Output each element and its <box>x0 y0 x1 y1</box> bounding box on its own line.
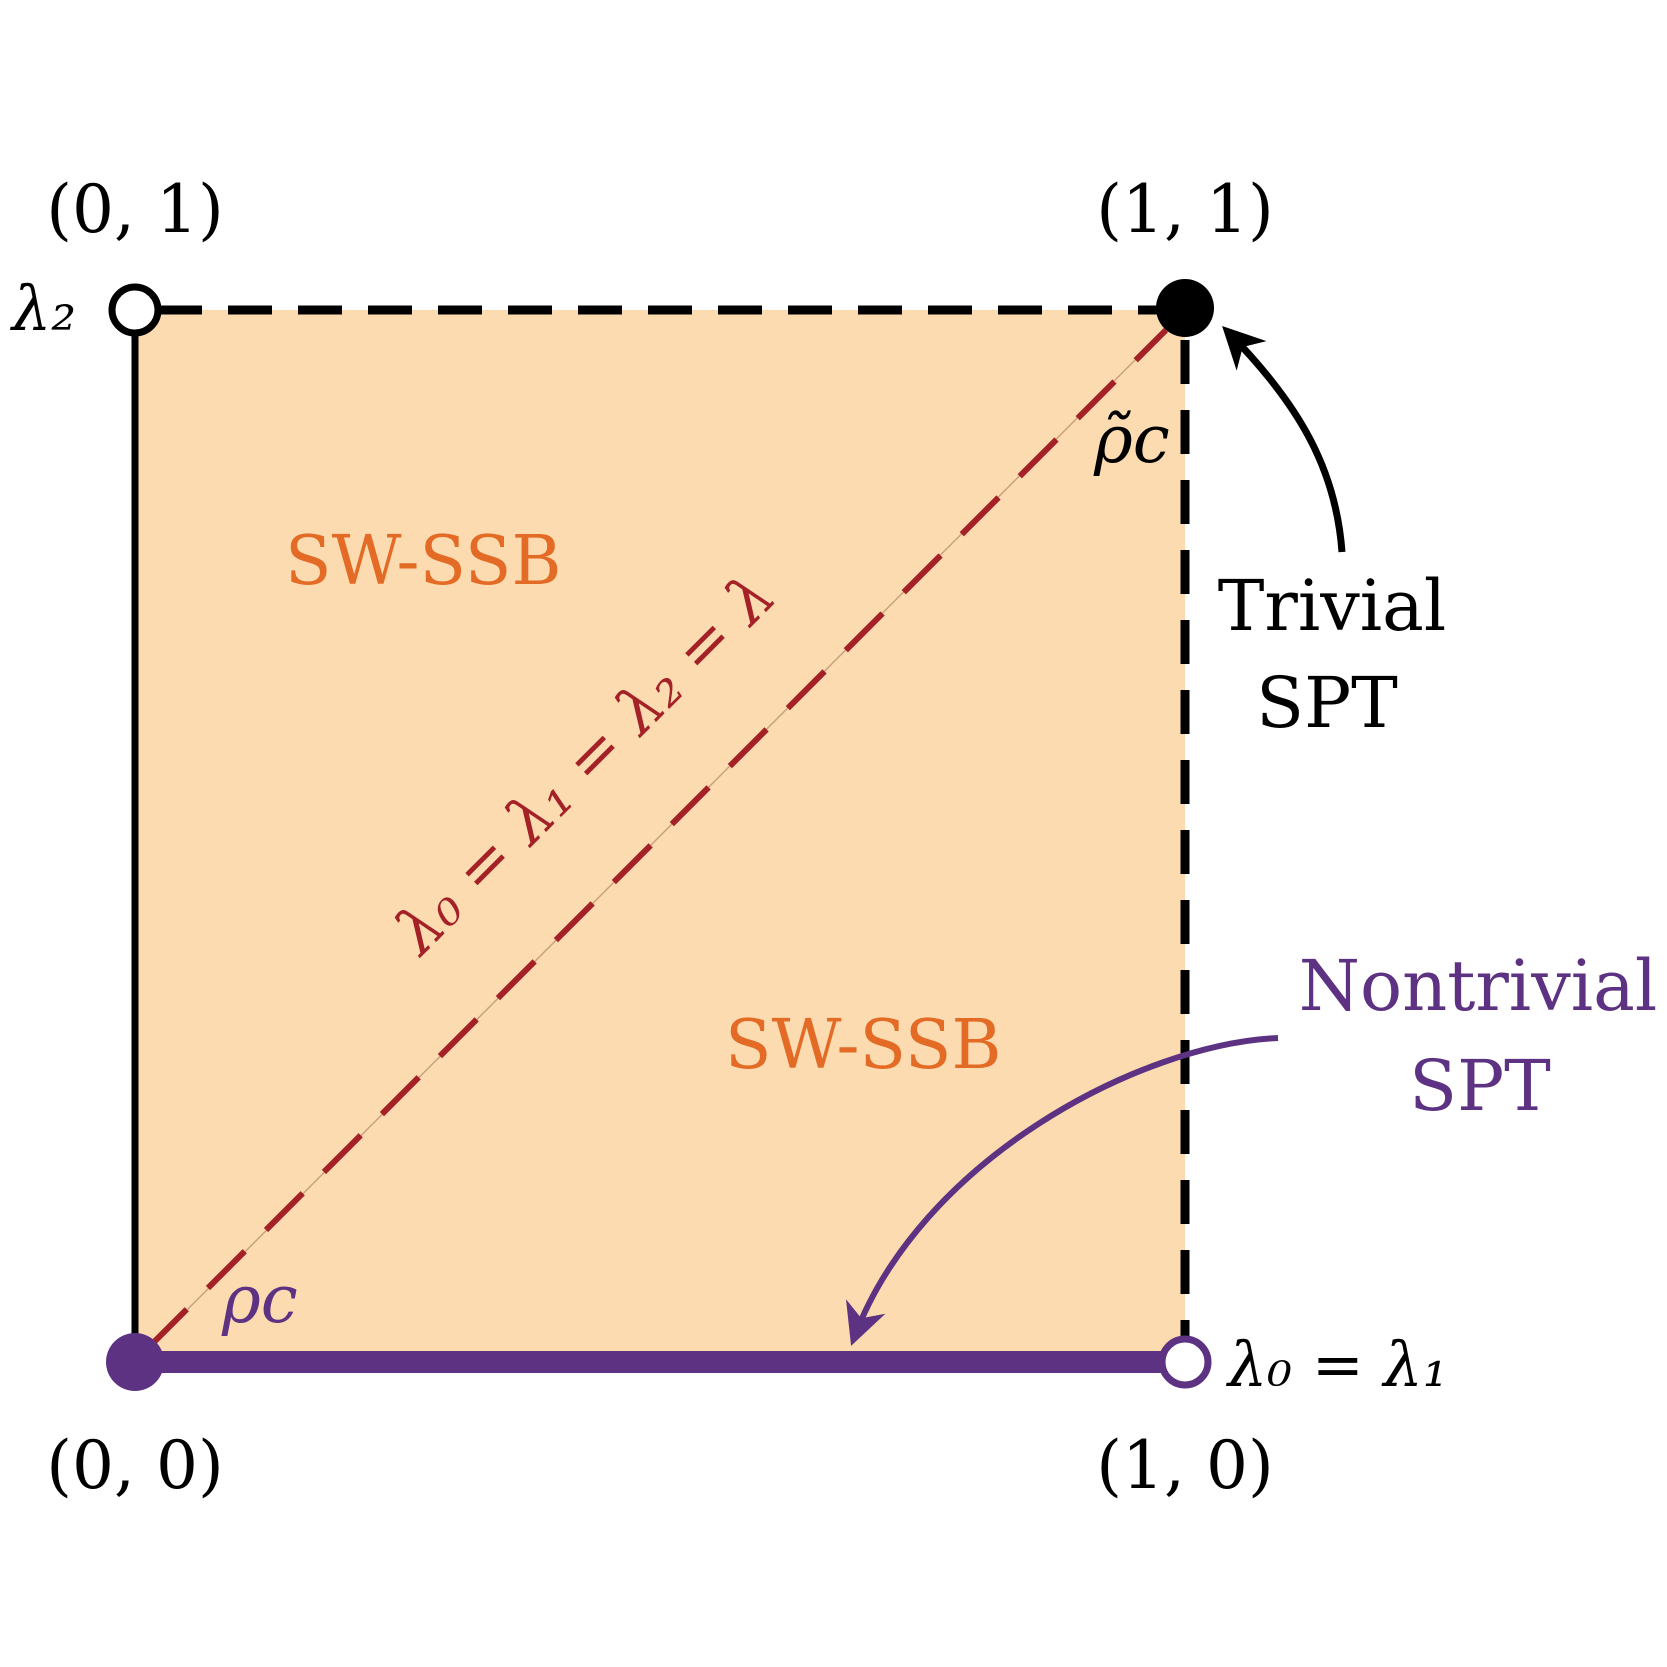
corner-label-bottom-right: (1, 0) <box>1096 1427 1273 1504</box>
nontrivial-phase-label-line2: SPT <box>1409 1045 1551 1127</box>
corner-label-top-right: (1, 1) <box>1096 171 1273 248</box>
critical-point-top: ρ̃c <box>1093 401 1170 478</box>
horizontal-axis-label: λ₀ = λ₁ <box>1225 1328 1448 1401</box>
vertical-axis-label: λ₂ <box>9 272 76 345</box>
region-label-lower: SW-SSB <box>725 1006 1001 1085</box>
nontrivial-arrow <box>846 1035 1279 1346</box>
region-label-upper: SW-SSB <box>285 522 561 601</box>
corner-label-top-left: (0, 1) <box>46 171 223 248</box>
corner-point-top-right <box>1156 279 1214 337</box>
diagonal-guide <box>134 309 1186 1363</box>
critical-point-bottom: ρc <box>221 1261 298 1338</box>
nontrivial-phase-label-line1: Nontrivial <box>1299 945 1658 1027</box>
trivial-arrow <box>1222 326 1346 553</box>
corner-point-bottom-right <box>1158 1335 1212 1389</box>
trivial-phase-label-line1: Trivial <box>1218 565 1447 647</box>
corner-point-bottom-left <box>106 1333 164 1391</box>
corner-label-bottom-left: (0, 0) <box>46 1427 223 1504</box>
diagonal-line <box>147 327 1169 1349</box>
corner-point-top-left <box>108 283 162 337</box>
trivial-phase-label-line2: SPT <box>1256 662 1398 744</box>
